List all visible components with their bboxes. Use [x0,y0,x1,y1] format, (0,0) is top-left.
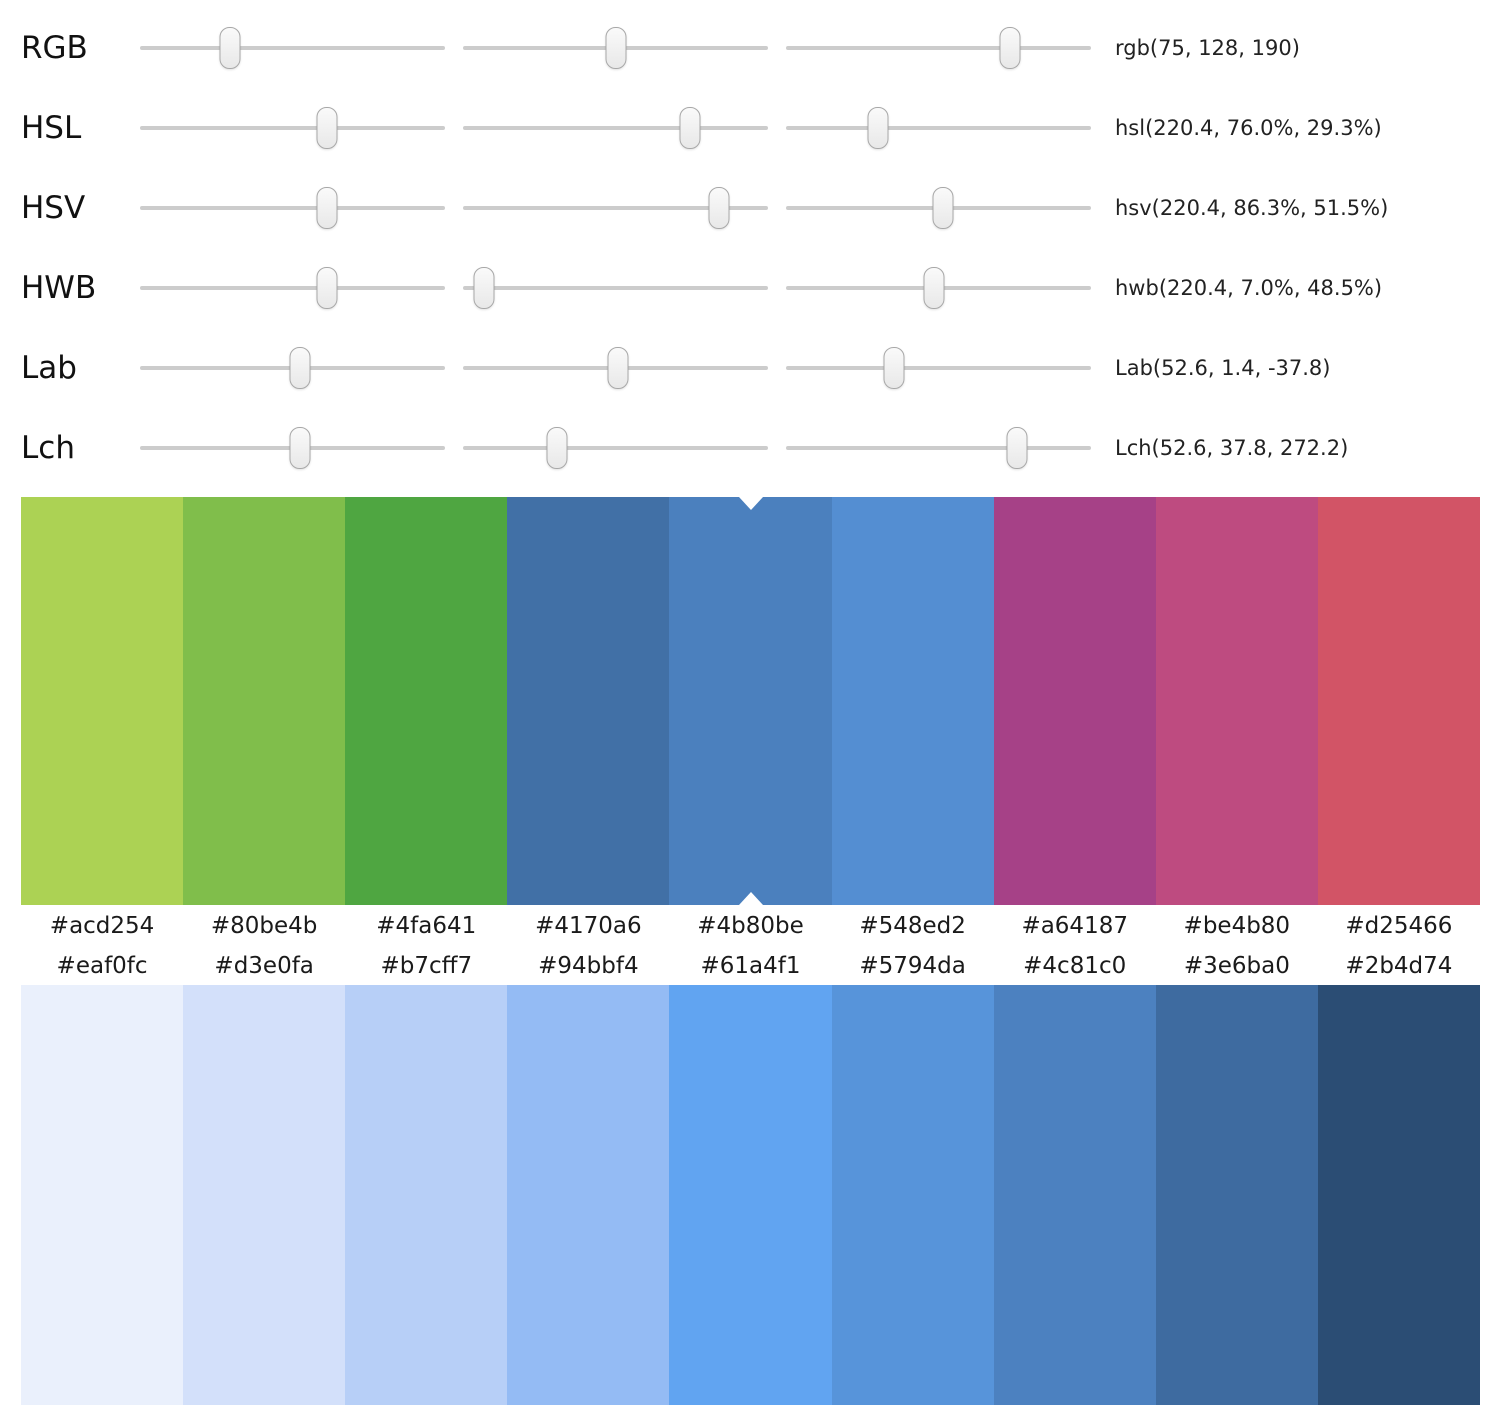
slider-row-hsv: HSV hsv(220.4, 86.3%, 51.5%) [0,168,1501,248]
slider-track[interactable] [140,187,445,229]
slider-track[interactable] [463,347,768,389]
slider-handle[interactable] [316,107,338,149]
palette-swatch[interactable] [993,497,1156,905]
shade-hex-label: #94bbf4 [538,953,639,979]
palette-hex-label: #acd254 [49,913,155,939]
slider-track[interactable] [786,187,1091,229]
slider-model-label: RGB [21,30,88,66]
slider-row-lch: Lch Lch(52.6, 37.8, 272.2) [0,408,1501,488]
shade-hex-label: #4c81c0 [1023,953,1127,979]
palette-swatch[interactable] [1155,497,1318,905]
slider-handle[interactable] [546,427,568,469]
slider-model-label: HSL [21,110,82,146]
palette-band [21,497,1480,905]
color-value-text: Lch(52.6, 37.8, 272.2) [1115,436,1349,460]
slider-handle[interactable] [923,267,945,309]
shade-hex-label: #eaf0fc [56,953,148,979]
slider-track[interactable] [786,107,1091,149]
color-value-text: hwb(220.4, 7.0%, 48.5%) [1115,276,1383,300]
shades-band [21,985,1480,1405]
palette-hex-label: #548ed2 [859,913,966,939]
slider-track[interactable] [463,107,768,149]
slider-track[interactable] [786,267,1091,309]
color-value-text: rgb(75, 128, 190) [1115,36,1300,60]
slider-handle[interactable] [289,427,311,469]
slider-track[interactable] [140,347,445,389]
palette-hex-label: #80be4b [210,913,318,939]
slider-track[interactable] [140,427,445,469]
shade-swatch[interactable] [183,985,346,1405]
slider-panel: RGB rgb(75, 128, 190) HSL hsl(220.4, 76.0%,… [0,0,1501,488]
slider-track[interactable] [786,27,1091,69]
slider-model-label: Lch [21,430,75,466]
shade-swatch[interactable] [993,985,1156,1405]
color-value-text: hsl(220.4, 76.0%, 29.3%) [1115,116,1382,140]
slider-row-hwb: HWB hwb(220.4, 7.0%, 48.5%) [0,248,1501,328]
shade-swatch[interactable] [507,985,670,1405]
slider-track[interactable] [463,187,768,229]
palette-hex-label: #4b80be [697,913,804,939]
palette-hex-labels: #acd254 #80be4b #4fa641 #4170a6 #4b80be #548e… [21,905,1480,947]
slider-handle[interactable] [708,187,730,229]
color-value-text: hsv(220.4, 86.3%, 51.5%) [1115,196,1389,220]
shade-swatch[interactable] [1317,985,1480,1405]
palette-swatch[interactable] [831,497,994,905]
slider-handle[interactable] [607,347,629,389]
slider-track[interactable] [463,427,768,469]
slider-track[interactable] [786,347,1091,389]
slider-track[interactable] [463,27,768,69]
shade-hex-label: #61a4f1 [700,953,801,979]
palette-swatch[interactable] [1317,497,1480,905]
slider-track[interactable] [140,27,445,69]
shades-hex-labels: #eaf0fc #d3e0fa #b7cff7 #94bbf4 #61a4f1 #5794… [21,947,1480,985]
slider-track[interactable] [786,427,1091,469]
shade-swatch[interactable] [1155,985,1318,1405]
slider-handle[interactable] [883,347,905,389]
shade-hex-label: #3e6ba0 [1183,953,1290,979]
slider-handle[interactable] [1006,427,1028,469]
palette-hex-label: #d25466 [1345,913,1453,939]
shade-hex-label: #d3e0fa [214,953,314,979]
slider-handle[interactable] [605,27,627,69]
palette-swatch[interactable] [345,497,508,905]
slider-handle[interactable] [316,267,338,309]
shade-swatch[interactable] [669,985,832,1405]
palette-hex-label: #be4b80 [1183,913,1291,939]
slider-model-label: HWB [21,270,97,306]
slider-model-label: Lab [21,350,77,386]
shade-swatch[interactable] [21,985,184,1405]
palette-hex-label: #4170a6 [535,913,642,939]
slider-handle[interactable] [867,107,889,149]
palette-swatch[interactable] [21,497,184,905]
slider-row-hsl: HSL hsl(220.4, 76.0%, 29.3%) [0,88,1501,168]
slider-track[interactable] [140,267,445,309]
color-value-text: Lab(52.6, 1.4, -37.8) [1115,356,1331,380]
slider-track[interactable] [140,107,445,149]
shade-hex-label: #b7cff7 [380,953,473,979]
slider-handle[interactable] [289,347,311,389]
slider-handle[interactable] [219,27,241,69]
shade-hex-label: #5794da [859,953,966,979]
slider-handle[interactable] [316,187,338,229]
palette-hex-label: #a64187 [1021,913,1128,939]
shade-swatch[interactable] [831,985,994,1405]
slider-handle[interactable] [932,187,954,229]
slider-model-label: HSV [21,190,86,226]
slider-handle[interactable] [999,27,1021,69]
palette-swatch[interactable] [669,497,832,905]
palette-swatch[interactable] [507,497,670,905]
palette-hex-label: #4fa641 [376,913,477,939]
shade-hex-label: #2b4d74 [1345,953,1453,979]
slider-handle[interactable] [679,107,701,149]
slider-handle[interactable] [473,267,495,309]
slider-track[interactable] [463,267,768,309]
slider-row-lab: Lab Lab(52.6, 1.4, -37.8) [0,328,1501,408]
palette-swatch[interactable] [183,497,346,905]
shade-swatch[interactable] [345,985,508,1405]
slider-row-rgb: RGB rgb(75, 128, 190) [0,8,1501,88]
